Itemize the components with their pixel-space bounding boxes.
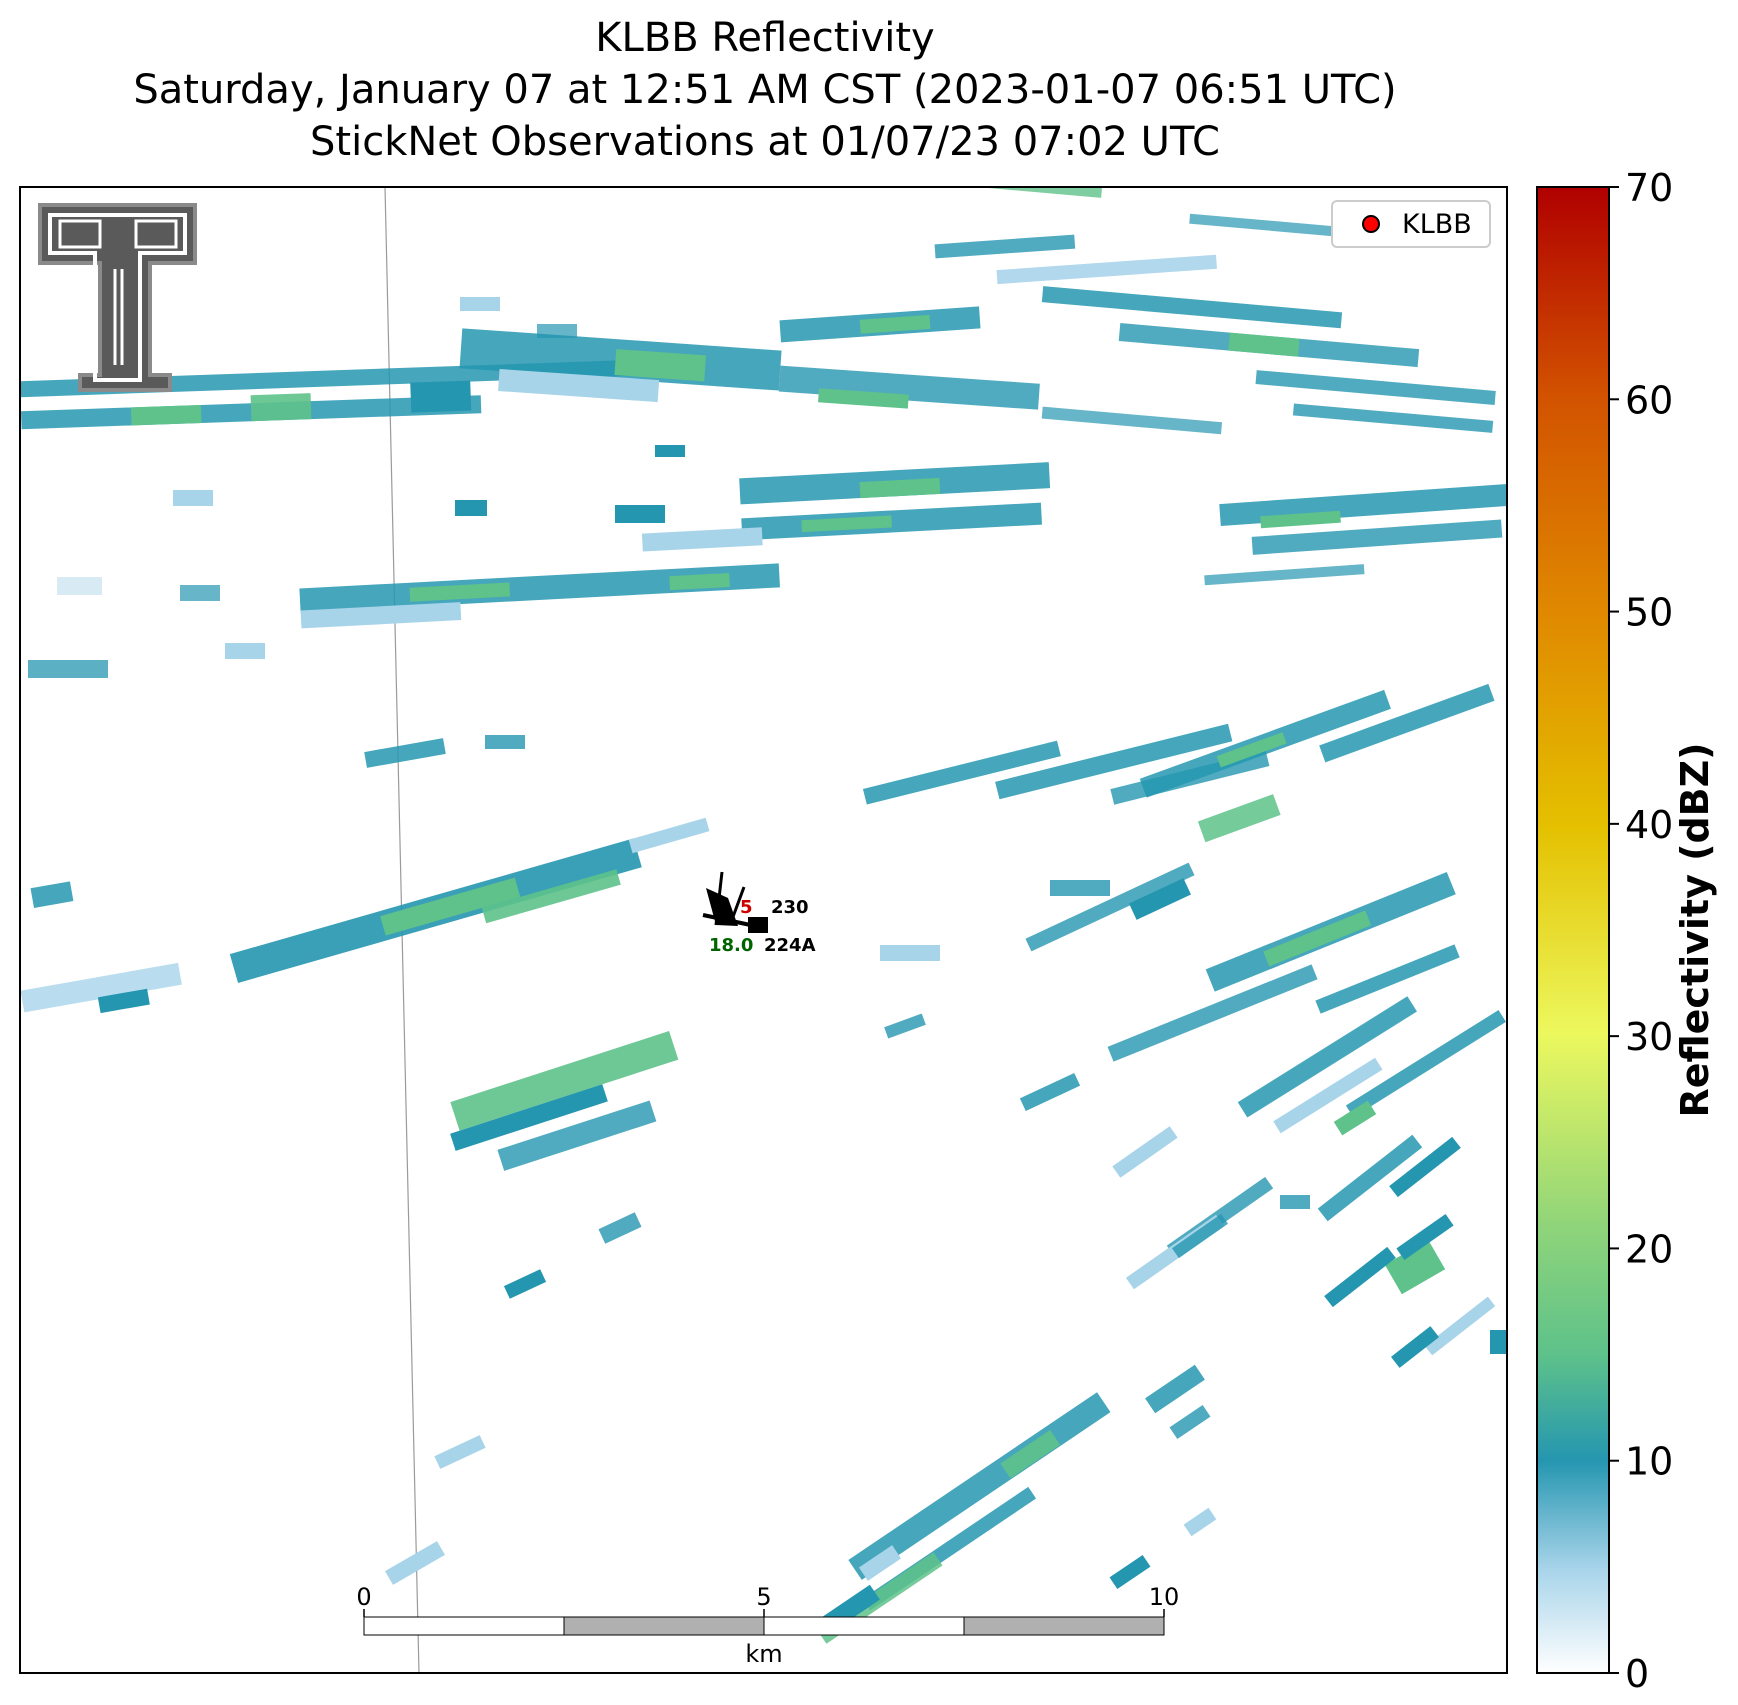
scale-tick-0: 0 bbox=[356, 1583, 371, 1611]
texas-tech-logo bbox=[38, 203, 197, 392]
colorbar: 0 10 20 30 40 50 60 70 Reflectivity (dBZ) bbox=[1536, 166, 1717, 1696]
scale-tick-5: 5 bbox=[756, 1583, 771, 1611]
station-224a-value: 18.0 bbox=[709, 935, 753, 956]
legend: KLBB bbox=[1331, 200, 1491, 248]
colorbar-label: Reflectivity (dBZ) bbox=[1673, 742, 1717, 1117]
station-230-value: 5 bbox=[740, 897, 753, 918]
colorbar-tick-label: 70 bbox=[1625, 166, 1673, 210]
colorbar-ticks: 0 10 20 30 40 50 60 70 bbox=[1609, 166, 1673, 1696]
map-border bbox=[19, 186, 1508, 1674]
radar-site-marker-icon bbox=[1362, 215, 1380, 233]
colorbar-tick-label: 10 bbox=[1625, 1440, 1673, 1484]
reflectivity-echoes-lower bbox=[385, 996, 1507, 1644]
scale-bar: 0 5 10 km bbox=[356, 1583, 1179, 1668]
reflectivity-echoes-upper bbox=[20, 187, 1507, 678]
title-line-3: StickNet Observations at 01/07/23 07:02 … bbox=[310, 119, 1220, 165]
colorbar-tick-label: 20 bbox=[1625, 1227, 1673, 1271]
colorbar-tick-label: 30 bbox=[1625, 1015, 1673, 1059]
map-title: KLBB Reflectivity Saturday, January 07 a… bbox=[0, 12, 1530, 168]
legend-label: KLBB bbox=[1402, 209, 1472, 240]
scale-unit: km bbox=[745, 1640, 782, 1668]
radar-layer bbox=[20, 187, 1507, 1673]
colorbar-tick-label: 50 bbox=[1625, 591, 1673, 635]
colorbar-scale bbox=[1536, 186, 1610, 1674]
colorbar-tick-label: 40 bbox=[1625, 803, 1673, 847]
station-230-id: 230 bbox=[771, 897, 809, 918]
title-line-1: KLBB Reflectivity bbox=[595, 15, 935, 61]
wind-barb-icon bbox=[702, 871, 768, 933]
colorbar-tick-label: 60 bbox=[1625, 378, 1673, 422]
scale-tick-10: 10 bbox=[1149, 1583, 1180, 1611]
title-line-2: Saturday, January 07 at 12:51 AM CST (20… bbox=[133, 67, 1397, 113]
colorbar-tick-label: 0 bbox=[1625, 1652, 1649, 1696]
reflectivity-echoes-middle bbox=[20, 683, 1495, 1299]
station-224a-id: 224A bbox=[764, 935, 816, 956]
station-plot: 5 230 18.0 224A bbox=[709, 897, 816, 956]
